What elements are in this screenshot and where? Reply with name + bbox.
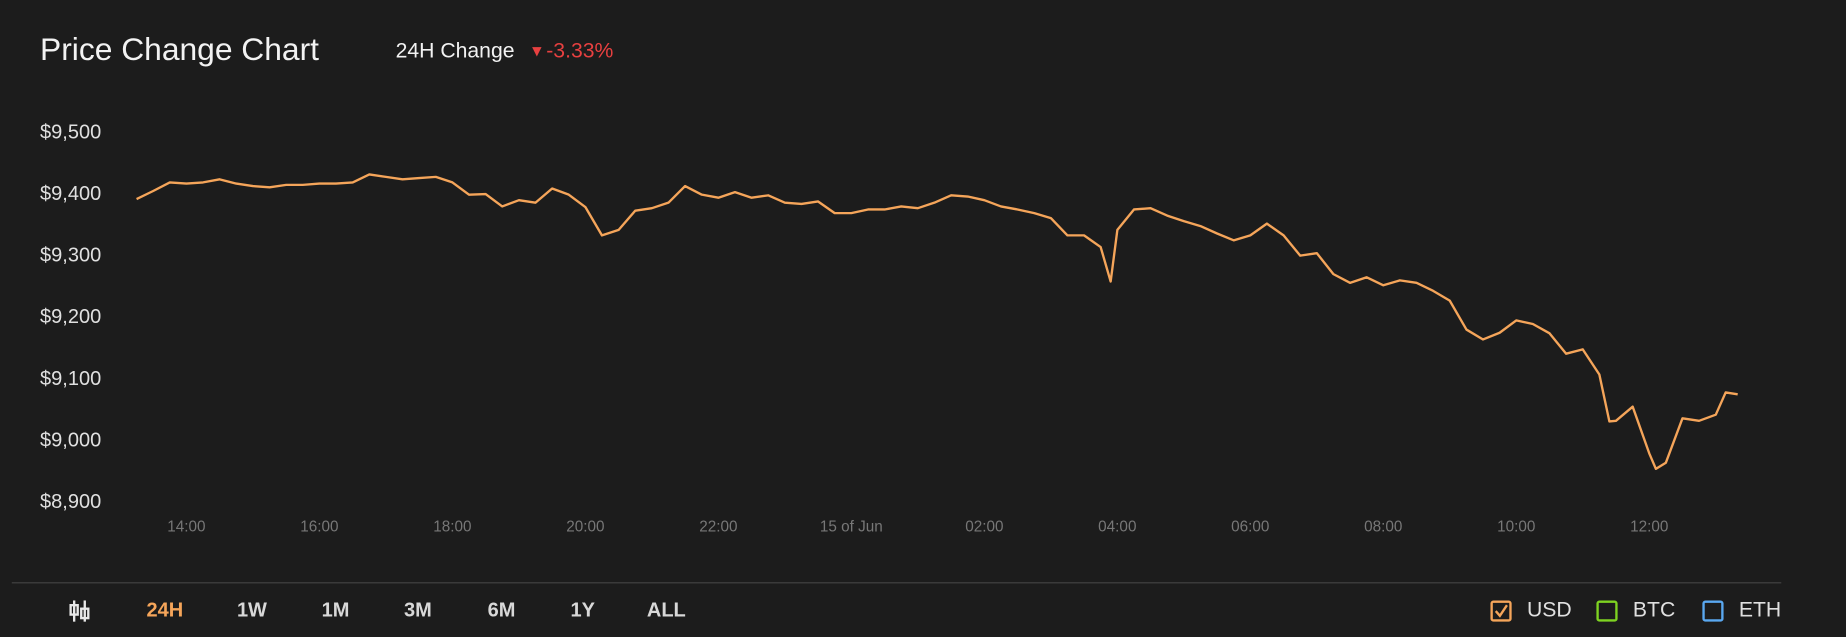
range-tab[interactable]: 1W — [237, 599, 267, 621]
y-tick-label: $9,500 — [40, 121, 101, 143]
x-tick-label: 16:00 — [300, 519, 338, 536]
change-value: -3.33% — [546, 39, 613, 62]
chart-type-icon[interactable] — [69, 600, 90, 622]
price-line — [136, 173, 1738, 471]
legend-label[interactable]: BTC — [1633, 599, 1675, 622]
legend-checkbox[interactable] — [1702, 600, 1724, 622]
range-tab[interactable]: 3M — [404, 599, 432, 621]
y-tick-label: $9,400 — [40, 183, 101, 205]
y-tick-label: $9,200 — [40, 306, 101, 328]
y-tick-label: $8,900 — [40, 491, 101, 513]
x-tick-label: 15 of Jun — [820, 519, 883, 536]
range-tab[interactable]: 6M — [488, 599, 516, 621]
x-tick-label: 20:00 — [566, 519, 604, 536]
x-tick-label: 06:00 — [1231, 519, 1269, 536]
x-tick-label: 22:00 — [699, 519, 737, 536]
y-tick-label: $9,000 — [40, 429, 101, 451]
x-tick-label: 14:00 — [167, 519, 205, 536]
legend-label[interactable]: ETH — [1739, 599, 1781, 622]
change-label: 24H Change — [396, 39, 515, 62]
range-tab[interactable]: ALL — [647, 599, 686, 621]
x-tick-label: 04:00 — [1098, 519, 1136, 536]
legend-checkbox[interactable] — [1596, 600, 1618, 622]
x-tick-label: 18:00 — [433, 519, 471, 536]
range-tab[interactable]: 24H — [146, 599, 183, 621]
range-tab[interactable]: 1Y — [571, 599, 596, 621]
legend-label[interactable]: USD — [1527, 599, 1572, 622]
x-tick-label: 02:00 — [965, 519, 1003, 536]
range-tab[interactable]: 1M — [322, 599, 350, 621]
icon-candle — [80, 607, 90, 620]
x-tick-label: 10:00 — [1497, 519, 1535, 536]
legend-check — [1494, 604, 1508, 618]
x-tick-label: 08:00 — [1364, 519, 1402, 536]
y-tick-label: $9,100 — [40, 368, 101, 390]
legend-checkbox[interactable] — [1490, 600, 1512, 622]
icon-candle — [69, 603, 79, 616]
y-tick-label: $9,300 — [40, 245, 101, 267]
down-arrow — [532, 47, 542, 57]
chart-title: Price Change Chart — [40, 31, 319, 67]
x-tick-label: 12:00 — [1630, 519, 1668, 536]
